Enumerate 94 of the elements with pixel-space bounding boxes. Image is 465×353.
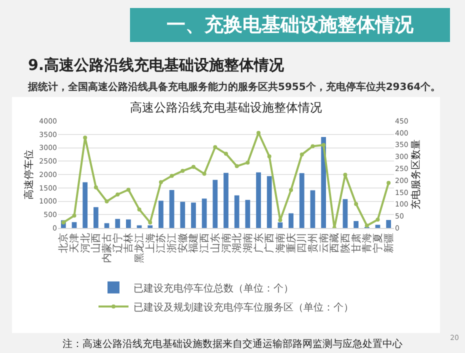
point <box>386 180 391 185</box>
x-tick-label: 新疆 <box>382 233 395 253</box>
x-tick-label: 甘肃 <box>350 233 362 253</box>
point <box>246 160 250 165</box>
bar <box>266 176 272 228</box>
text: 注：高速公路沿线充电基础设施数据来自交通运输部路网监测与应急处置中心 <box>62 339 402 350</box>
point <box>364 224 369 228</box>
x-tick-label: 广西 <box>264 233 276 253</box>
point <box>126 188 130 192</box>
x-tick-label: 安徽 <box>176 233 189 253</box>
bar <box>386 220 392 228</box>
x-tick-label: 四川 <box>296 233 308 253</box>
x-tick-label: 福建 <box>188 233 200 253</box>
point <box>310 144 315 148</box>
point <box>224 152 228 156</box>
bar <box>115 218 120 228</box>
point <box>289 188 294 192</box>
point <box>94 185 98 190</box>
x-tick-label: 江西 <box>198 233 211 253</box>
x-tick-label: 西藏 <box>328 233 341 253</box>
chart-title: 高速公路沿线充电基础设施整体情况 <box>130 100 322 114</box>
bar <box>148 225 153 228</box>
x-tick-label: 宁夏 <box>372 233 384 253</box>
bar <box>245 200 250 228</box>
point <box>267 154 272 158</box>
point <box>116 192 120 196</box>
point <box>170 174 174 178</box>
x-tick-label: 内蒙古 <box>101 233 114 263</box>
bar <box>288 213 294 228</box>
chart-subtitle: 9.高速公路沿线充电基础设施整体情况 <box>28 56 284 75</box>
point <box>83 136 88 140</box>
x-tick-label: 重庆 <box>285 233 298 253</box>
x-tick-label: 北京 <box>58 233 70 253</box>
text: 一、充换电基础设施整体情况 <box>130 8 450 42</box>
point <box>104 199 109 204</box>
x-tick-label: 河北 <box>79 233 92 253</box>
bar <box>278 222 283 228</box>
x-tick-label: 山西 <box>90 233 102 253</box>
bar <box>212 180 218 228</box>
point <box>202 172 206 176</box>
x-tick-label: 河南 <box>220 233 232 253</box>
x-tick-label: 上海 <box>144 233 156 253</box>
y-axis-title: 高速停车位 <box>23 150 36 200</box>
bar <box>72 222 77 228</box>
point <box>322 143 326 148</box>
legend-label: 已建设及规划建设充电停车位服务区（单位：个） <box>134 301 354 314</box>
point <box>256 130 261 135</box>
point <box>191 164 196 169</box>
bar <box>94 207 98 228</box>
point <box>180 168 185 173</box>
x-tick-label: 贵州 <box>306 233 319 253</box>
bar <box>354 221 358 228</box>
point <box>158 180 163 184</box>
x-tick-label: 吉林 <box>122 233 135 253</box>
bar <box>234 195 240 228</box>
legend-label: 已建设充电停车位总数（单位：个） <box>134 282 294 294</box>
point <box>72 214 76 218</box>
bar <box>180 202 186 228</box>
bar <box>310 190 316 228</box>
x-tick-label: 陕西 <box>339 233 352 253</box>
point <box>343 172 348 177</box>
bar <box>224 172 228 228</box>
x-tick-label: 浙江 <box>166 233 178 253</box>
point <box>137 207 142 212</box>
x-tick-label: 辽宁 <box>112 233 124 253</box>
x-tick-label: 广东 <box>252 233 265 253</box>
x-tick-label: 天津 <box>68 233 81 253</box>
text: 据统计，全国高速公路沿线具备充电服务能力的服务区共5955个，充电停车位共29364个。 <box>28 80 441 94</box>
x-tick-label: 湖南 <box>242 233 254 253</box>
point <box>234 164 239 168</box>
bar <box>191 202 196 228</box>
x-tick-label: 黑龙江 <box>134 233 146 263</box>
bar <box>104 223 110 228</box>
x-tick-label: 青海 <box>361 233 374 253</box>
x-tick-label: 山东 <box>209 233 222 253</box>
x-tick-label: 云南 <box>318 233 330 253</box>
bar <box>256 172 261 228</box>
point <box>213 145 218 150</box>
point <box>300 152 304 157</box>
point <box>148 220 152 225</box>
bar <box>158 200 164 228</box>
bar <box>299 173 304 228</box>
bar <box>126 219 131 228</box>
y2-axis-title: 充电服务区数量 <box>410 140 422 210</box>
bar <box>202 198 207 228</box>
x-tick-label: 湖北 <box>231 233 244 253</box>
bar <box>342 199 348 228</box>
point <box>354 202 358 206</box>
x-tick-label: 海南 <box>274 233 286 253</box>
point <box>278 218 282 222</box>
bar <box>169 190 174 228</box>
point <box>376 218 380 222</box>
bar <box>82 182 88 228</box>
x-tick-label: 江苏 <box>155 233 168 253</box>
